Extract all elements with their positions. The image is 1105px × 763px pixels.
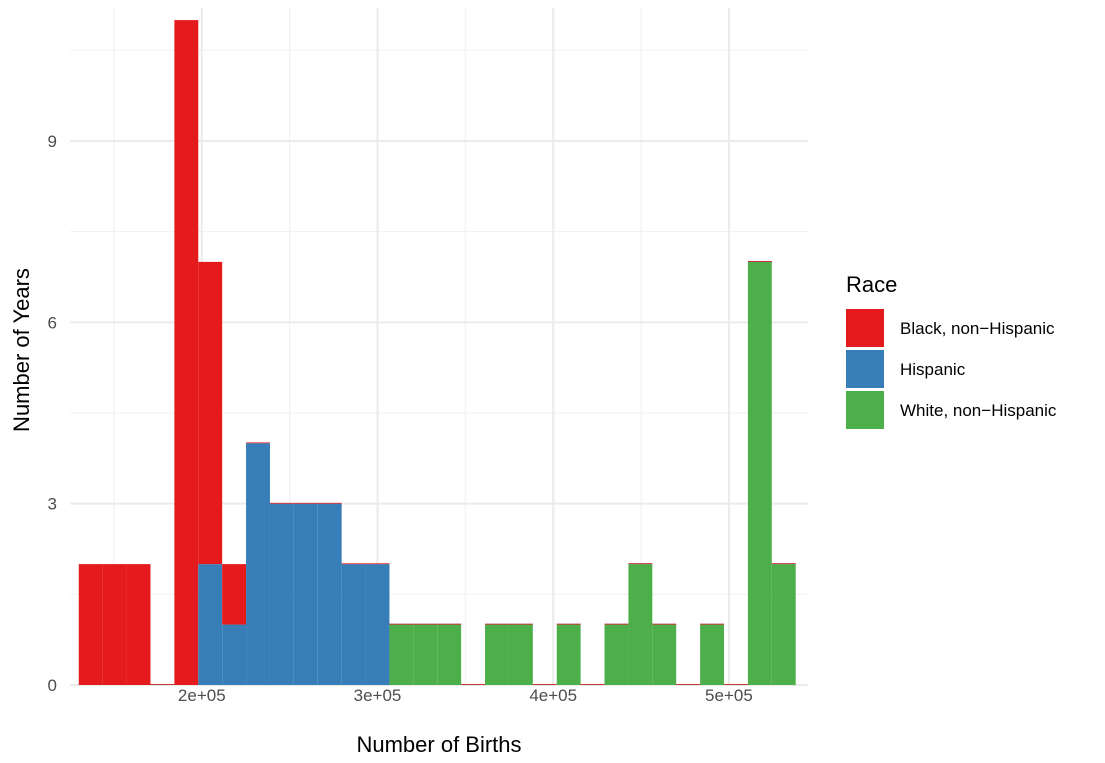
histogram-bar [269, 503, 294, 685]
histogram-bar [556, 624, 581, 685]
y-axis-ticks: 0 3 6 9 [48, 132, 57, 695]
histogram-bar [198, 261, 223, 565]
histogram-bar [700, 624, 725, 685]
histogram-bar [126, 564, 151, 685]
histogram-bar [317, 502, 342, 504]
histogram-bar [604, 623, 629, 625]
histogram-bar [437, 623, 462, 625]
histogram-bar [508, 623, 533, 625]
histogram-bar [700, 623, 725, 625]
histogram-bar [341, 564, 366, 685]
histogram-bar [198, 564, 223, 685]
legend-title: Race [846, 272, 897, 297]
histogram-bar [771, 564, 796, 685]
histogram-bar [652, 623, 677, 625]
histogram-bar [389, 623, 414, 625]
y-tick-label: 6 [48, 313, 57, 332]
histogram-bar [604, 624, 629, 685]
histogram-bar [222, 624, 247, 685]
histogram-bar [771, 563, 796, 565]
histogram-bar [628, 564, 653, 685]
histogram-bar [246, 442, 270, 444]
histogram-bar [628, 563, 653, 565]
histogram-bar [389, 624, 414, 685]
x-tick-label: 4e+05 [529, 686, 577, 705]
legend-key [846, 350, 884, 388]
legend: Race Black, non−Hispanic Hispanic White, n… [846, 272, 1057, 429]
histogram-bar [747, 261, 772, 262]
histogram-bar [532, 684, 557, 685]
histogram-bar [365, 563, 390, 565]
histogram-bar [413, 623, 438, 625]
legend-key [846, 391, 884, 429]
y-tick-label: 9 [48, 132, 57, 151]
histogram-bar [676, 684, 701, 685]
legend-label: White, non−Hispanic [900, 401, 1057, 420]
histogram-bar [269, 502, 294, 504]
histogram-bar [485, 623, 509, 625]
histogram-bar [485, 624, 509, 685]
legend-label: Hispanic [900, 360, 966, 379]
histogram-bar [652, 624, 677, 685]
y-tick-label: 0 [48, 676, 57, 695]
histogram-bar [437, 624, 462, 685]
legend-label: Black, non−Hispanic [900, 319, 1055, 338]
bars [78, 20, 796, 685]
histogram-bar [747, 261, 772, 685]
legend-key [846, 309, 884, 347]
histogram-bar [293, 503, 318, 685]
histogram-bar [174, 20, 199, 685]
y-tick-label: 3 [48, 495, 57, 514]
histogram-bar [724, 684, 748, 685]
histogram-bar [78, 564, 103, 685]
histogram-bar [556, 623, 581, 625]
x-tick-label: 3e+05 [354, 686, 402, 705]
histogram-bar [222, 564, 247, 625]
histogram-bar [365, 564, 390, 685]
x-axis-ticks: 2e+05 3e+05 4e+05 5e+05 [178, 686, 753, 705]
x-axis-title: Number of Births [356, 732, 521, 757]
x-tick-label: 2e+05 [178, 686, 226, 705]
histogram-bar [102, 564, 127, 685]
histogram-bar [461, 684, 486, 685]
histogram-bar [150, 684, 175, 685]
histogram-bar [246, 443, 270, 685]
y-axis-title: Number of Years [9, 268, 34, 432]
histogram-bar [293, 502, 318, 504]
histogram-bar [341, 563, 366, 565]
histogram-bar [580, 684, 605, 685]
histogram-bar [317, 503, 342, 685]
x-tick-label: 5e+05 [705, 686, 753, 705]
histogram-bar [508, 624, 533, 685]
histogram-bar [413, 624, 438, 685]
